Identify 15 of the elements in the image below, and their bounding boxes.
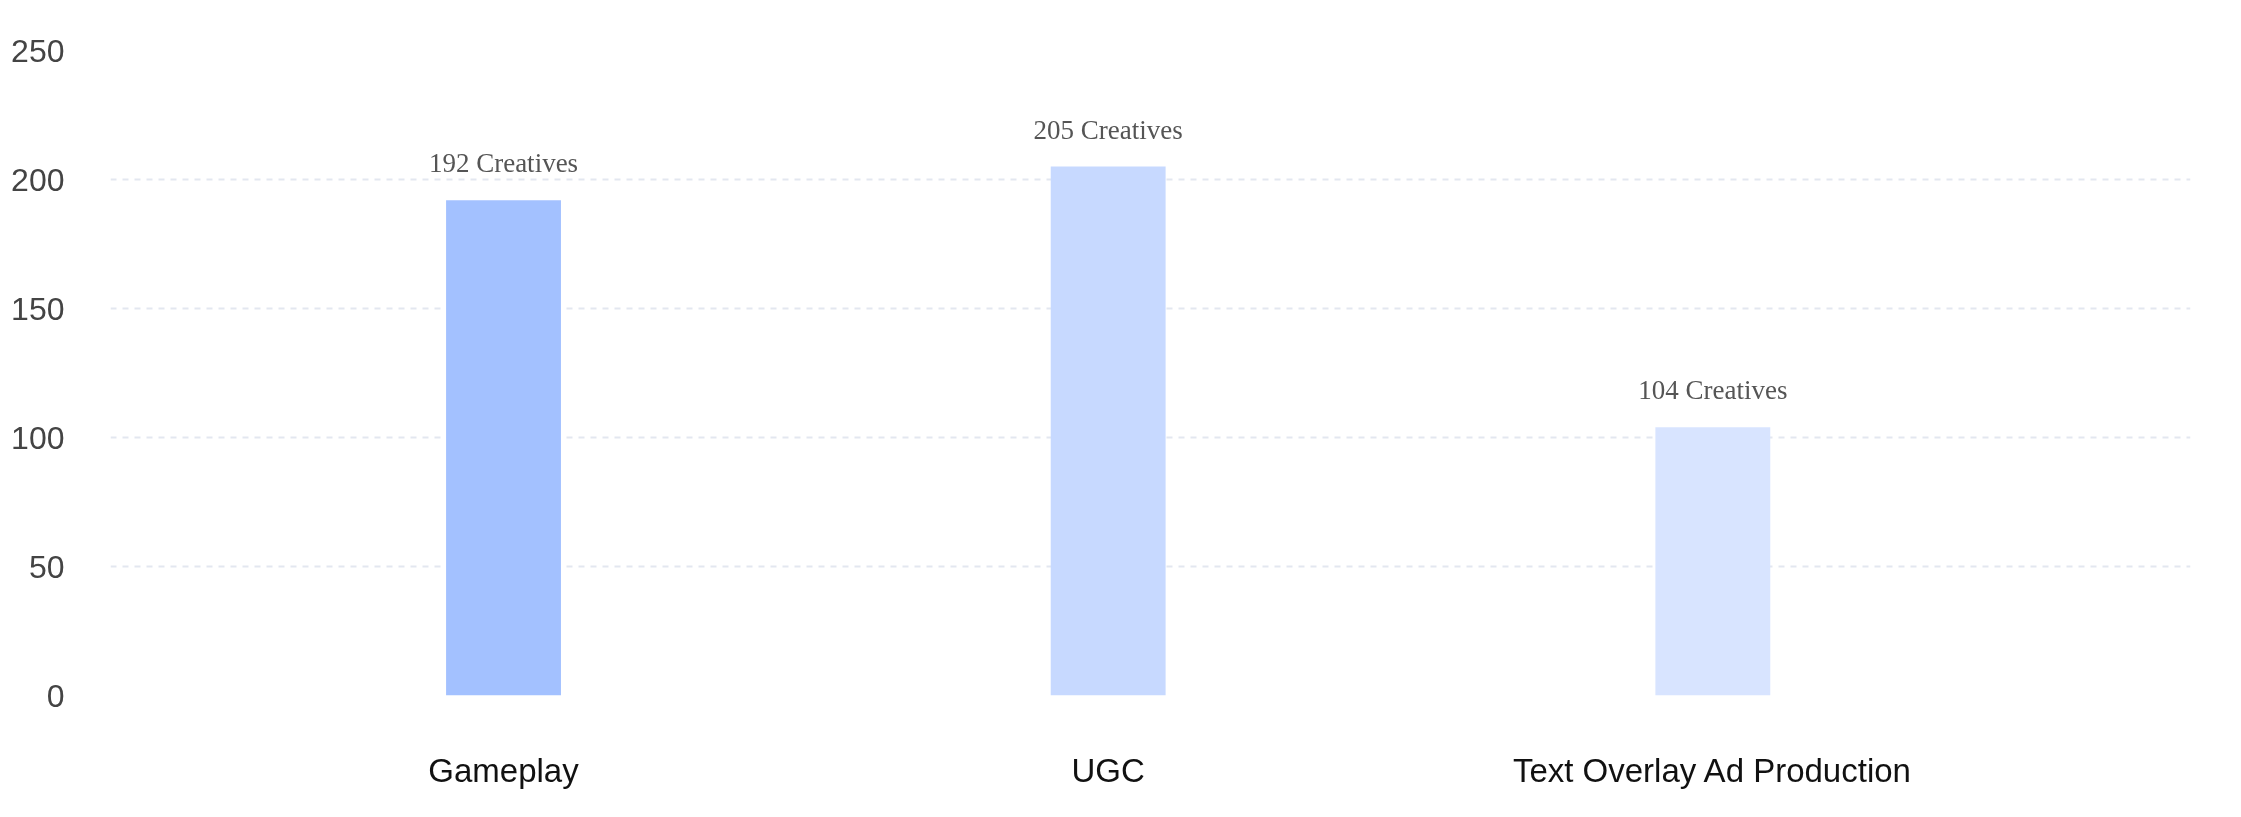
x-tick-label: Text Overlay Ad Production — [1512, 751, 1911, 789]
data-label: 104 Creatives — [1638, 375, 1788, 406]
data-label: 192 Creatives — [428, 148, 579, 179]
y-tick-label: 150 — [11, 290, 65, 327]
bar — [1655, 427, 1771, 696]
x-tick-label: UGC — [1071, 751, 1145, 789]
data-label: 205 Creatives — [1033, 114, 1183, 145]
y-tick-label: 100 — [11, 419, 65, 456]
y-tick-label: 50 — [28, 548, 65, 585]
bar — [446, 200, 561, 696]
y-tick-label: 250 — [11, 32, 65, 69]
bar — [1050, 166, 1166, 696]
x-tick-label: Gameplay — [428, 751, 580, 789]
y-tick-label: 0 — [46, 677, 65, 714]
y-tick-label: 200 — [11, 161, 65, 198]
